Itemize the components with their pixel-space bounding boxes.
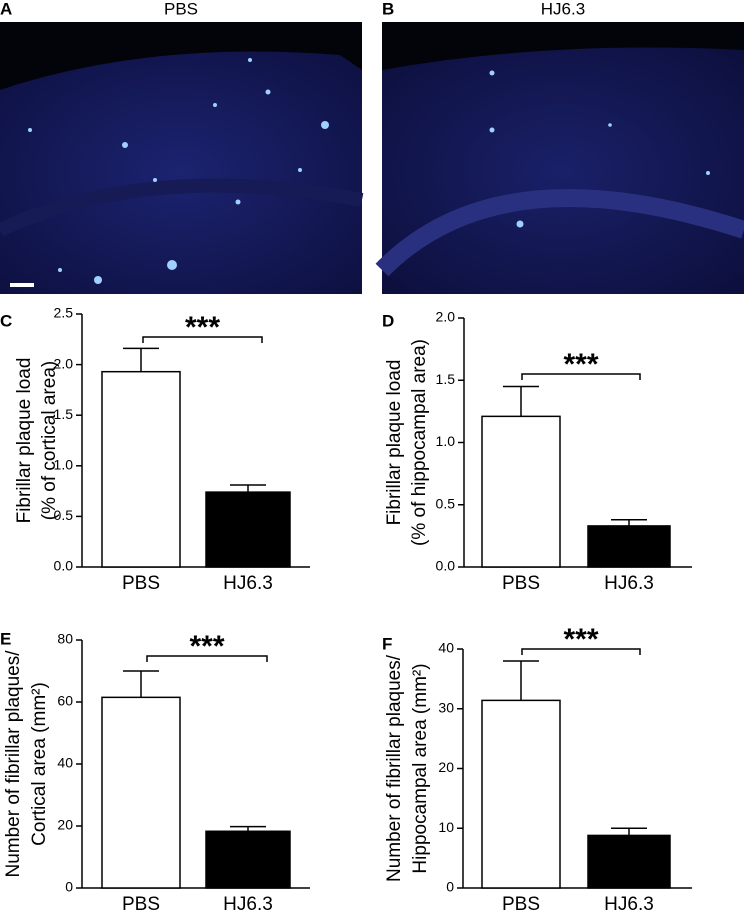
y-tick-label: 10 [438,819,454,835]
significance-label: *** [185,311,220,344]
bar [587,834,671,889]
image-panel-a [0,22,364,295]
significance-label: *** [563,623,598,656]
x-tick-label: PBS [502,894,540,915]
significance-line [521,373,641,380]
y-tick-label: 1.5 [54,406,74,422]
y-tick-label: 1.0 [54,457,74,473]
bar [481,699,561,889]
x-tick-label: HJ6.3 [223,573,273,594]
y-tick-label: 0 [446,879,454,895]
y-tick-label: 20 [57,817,73,833]
x-tick-label: HJ6.3 [223,894,273,915]
y-tick-label: 20 [438,759,454,775]
x-tick-label: HJ6.3 [604,894,654,915]
y-tick-label: 2.0 [436,309,456,325]
significance-line [142,336,263,343]
significance-label: *** [189,630,224,663]
y-tick-label: 1.0 [436,433,456,449]
panel-letter: B [382,0,394,18]
bar [587,525,671,568]
bar [101,696,181,889]
y-axis-label: Fibrillar plaque load [14,358,35,524]
y-tick-label: 0.0 [54,558,74,574]
significance-line [146,655,268,662]
y-tick-label: 80 [57,631,73,647]
bar [205,491,291,568]
y-axis-label: Number of fibrillar plaques/ [384,654,405,882]
bar [101,370,181,568]
panel-letter: E [0,629,11,648]
y-tick-label: 60 [57,693,73,709]
y-tick-label: 1.5 [436,371,456,387]
y-axis-label: Fibrillar plaque load [384,360,405,526]
panel-letter: F [382,634,392,653]
y-axis-label: Cortical area (mm²) [29,682,50,846]
y-tick-label: 40 [57,755,73,771]
x-tick-label: PBS [122,894,160,915]
y-axis-label: Hippocampal area (mm²) [410,663,431,873]
x-tick-label: PBS [502,573,540,594]
y-tick-label: 0.5 [436,495,456,511]
y-axis-label: Number of fibrillar plaques/ [3,650,24,878]
panel-title: PBS [164,0,198,18]
y-tick-label: 40 [438,640,454,656]
y-tick-label: 2.0 [54,355,74,371]
y-tick-label: 30 [438,699,454,715]
bar [205,830,291,889]
y-axis-label: (% of cortical area) [39,361,60,520]
image-panel-b [375,22,744,294]
panel-title: HJ6.3 [541,0,585,18]
significance-label: *** [563,348,598,381]
y-tick-label: 0.0 [436,558,456,574]
panel-letter: C [0,311,12,330]
y-tick-label: 2.5 [54,305,74,321]
y-axis-label: (% of hippocampal area) [409,339,430,546]
panel-letter: D [382,311,394,330]
significance-line [521,648,641,655]
x-tick-label: HJ6.3 [604,573,654,594]
panel-letter: A [0,0,12,18]
bar [481,415,561,568]
y-tick-label: 0 [65,879,73,895]
x-tick-label: PBS [122,573,160,594]
y-tick-label: 0.5 [54,507,74,523]
